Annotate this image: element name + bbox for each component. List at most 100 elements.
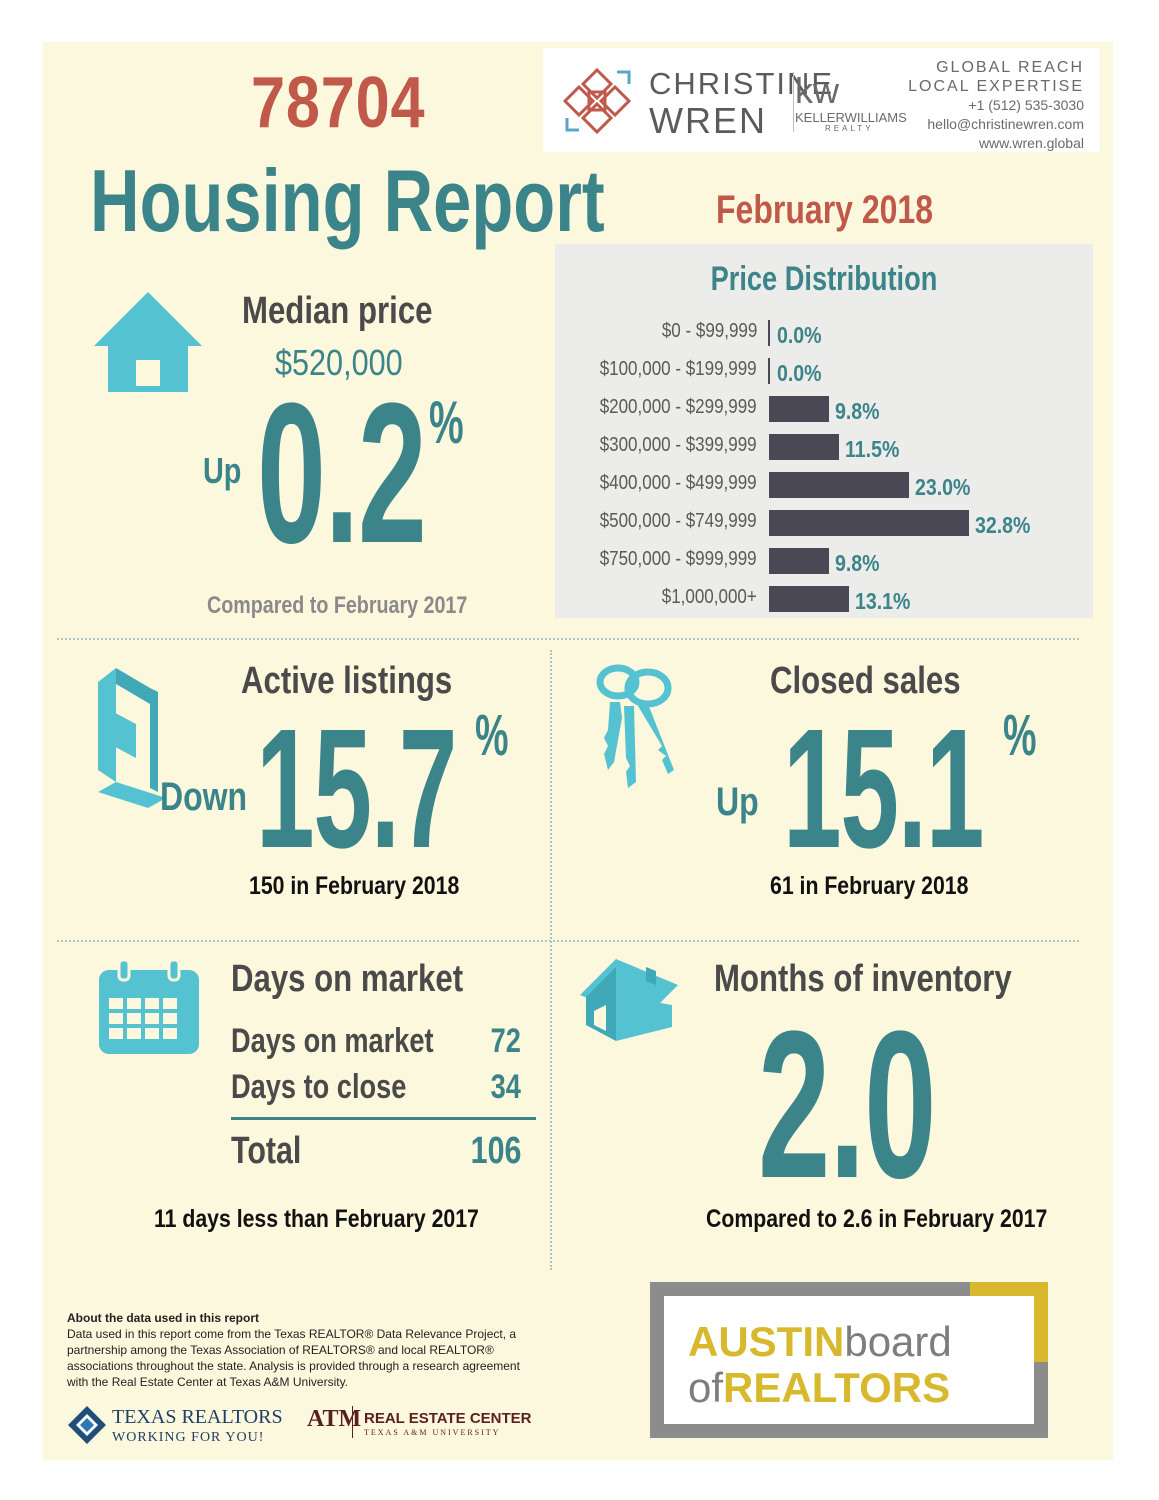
- atm-logo: ATM: [307, 1406, 362, 1432]
- price-bucket-label: $300,000 - $399,999: [600, 434, 757, 456]
- price-bucket-label: $0 - $99,999: [661, 320, 757, 342]
- median-price-value: $520,000: [275, 342, 403, 383]
- dom-row-1-value: 72: [490, 1022, 521, 1060]
- abor-line-1: AUSTINboard: [688, 1320, 952, 1364]
- agent-brand-box: CHRISTINE WREN kw KELLERWILLIAMS REALTY …: [543, 48, 1100, 152]
- kw-logo: kw: [795, 70, 839, 111]
- months-inventory-note: Compared to 2.6 in February 2017: [706, 1205, 1048, 1233]
- abor-realtors: REALTORS: [723, 1364, 951, 1411]
- brokerage-sub: REALTY: [825, 124, 874, 133]
- dom-row-2-label: Days to close: [231, 1068, 407, 1106]
- agent-contact: GLOBAL REACH LOCAL EXPERTISE +1 (512) 53…: [908, 58, 1084, 153]
- active-listings-note: 150 in February 2018: [249, 872, 460, 900]
- brand-divider: [793, 72, 794, 132]
- closed-sales-pct-sign: %: [1003, 703, 1037, 768]
- days-on-market-note: 11 days less than February 2017: [154, 1205, 479, 1233]
- price-distribution-title: Price Distribution: [710, 260, 938, 298]
- price-bucket-row: $200,000 - $299,999 9.8%: [555, 394, 1093, 424]
- about-body: Data used in this report come from the T…: [67, 1327, 520, 1389]
- divider-vertical: [550, 650, 552, 1270]
- dom-row-2-value: 34: [490, 1068, 521, 1106]
- days-on-market-title: Days on market: [231, 958, 464, 1000]
- price-bucket-zero-mark: [768, 358, 770, 384]
- christine-wren-logo: [562, 67, 632, 135]
- active-listings-title: Active listings: [241, 660, 453, 702]
- price-bucket-row: $750,000 - $999,999 9.8%: [555, 546, 1093, 576]
- abor-line-2: ofREALTORS: [688, 1366, 950, 1410]
- price-bucket-value: 32.8%: [975, 512, 1031, 538]
- texas-realtors-sub: WORKING FOR YOU!: [112, 1430, 265, 1445]
- dom-total-rule: [231, 1117, 536, 1120]
- price-bucket-label: $400,000 - $499,999: [600, 472, 757, 494]
- price-bucket-value: 0.0%: [777, 360, 822, 386]
- price-bucket-row: $400,000 - $499,999 23.0%: [555, 470, 1093, 500]
- price-bucket-bar: [769, 396, 829, 422]
- price-bucket-bar: [769, 548, 829, 574]
- price-bucket-row: $100,000 - $199,999 0.0%: [555, 356, 1093, 386]
- median-change: 0.2: [257, 362, 427, 585]
- price-bucket-value: 23.0%: [915, 474, 971, 500]
- median-pct-sign: %: [429, 389, 464, 456]
- price-bucket-bar: [769, 510, 969, 536]
- rec-divider: [352, 1406, 353, 1438]
- price-bucket-value: 9.8%: [835, 398, 880, 424]
- tagline-2: LOCAL EXPERTISE: [908, 78, 1084, 95]
- active-listings-pct-sign: %: [475, 703, 509, 768]
- agent-website[interactable]: www.wren.global: [978, 135, 1084, 151]
- house-icon: [94, 292, 202, 392]
- brokerage-name: KELLERWILLIAMS: [795, 110, 907, 125]
- price-bucket-row: $300,000 - $399,999 11.5%: [555, 432, 1093, 462]
- texas-realtors-logo: [68, 1406, 106, 1444]
- price-bucket-row: $0 - $99,999 0.0%: [555, 318, 1093, 348]
- active-listings-change: 15.7: [256, 694, 457, 884]
- keys-icon: [596, 664, 674, 788]
- dom-row-1: Days on market 72: [231, 1022, 521, 1062]
- abor-austin: AUSTIN: [688, 1318, 845, 1365]
- closed-sales-title: Closed sales: [770, 660, 961, 702]
- sign-post-icon: [98, 668, 166, 808]
- median-compare: Compared to February 2017: [207, 592, 468, 619]
- dom-total-value: 106: [470, 1130, 521, 1172]
- real-estate-center-sub: TEXAS A&M UNIVERSITY: [364, 1428, 501, 1437]
- months-inventory-title: Months of inventory: [714, 958, 1012, 1000]
- price-bucket-value: 11.5%: [845, 436, 900, 462]
- price-bucket-bar: [769, 472, 909, 498]
- median-price-title: Median price: [242, 290, 433, 332]
- tagline-1: GLOBAL REACH: [936, 59, 1084, 76]
- price-bucket-label: $750,000 - $999,999: [600, 548, 757, 570]
- price-bucket-label: $100,000 - $199,999: [600, 358, 757, 380]
- report-title: Housing Report: [90, 151, 605, 250]
- austin-board-of-realtors-logo: AUSTINboard ofREALTORS: [650, 1282, 1048, 1438]
- about-section: About the data used in this report Data …: [67, 1310, 537, 1390]
- price-distribution-panel: Price Distribution $0 - $99,999 0.0% $100,…: [555, 244, 1093, 618]
- zip-code: 78704: [251, 63, 426, 143]
- abor-board: board: [844, 1318, 952, 1365]
- closed-sales-direction: Up: [716, 780, 759, 824]
- dom-total-row: Total 106: [231, 1130, 521, 1174]
- dom-total-label: Total: [231, 1130, 302, 1172]
- agent-last-name: WREN: [649, 100, 767, 141]
- price-bucket-bar: [769, 586, 849, 612]
- divider-1: [57, 638, 1079, 640]
- divider-2: [57, 940, 1079, 942]
- agent-phone[interactable]: +1 (512) 535-3030: [968, 97, 1084, 113]
- report-date: February 2018: [716, 188, 934, 232]
- price-bucket-row: $1,000,000+ 13.1%: [555, 584, 1093, 614]
- price-bucket-bar: [769, 434, 839, 460]
- price-bucket-label: $1,000,000+: [661, 586, 757, 608]
- about-heading: About the data used in this report: [67, 1311, 260, 1325]
- home-3d-icon: [580, 959, 678, 1041]
- real-estate-center-name: REAL ESTATE CENTER: [364, 1410, 532, 1427]
- median-direction: Up: [203, 450, 242, 491]
- active-listings-direction: Down: [160, 775, 248, 819]
- price-bucket-zero-mark: [768, 320, 770, 346]
- closed-sales-change: 15.1: [783, 694, 984, 884]
- dom-row-1-label: Days on market: [231, 1022, 434, 1060]
- price-bucket-label: $500,000 - $749,999: [600, 510, 757, 532]
- price-bucket-value: 0.0%: [777, 322, 822, 348]
- price-bucket-label: $200,000 - $299,999: [600, 396, 757, 418]
- calendar-icon: [99, 958, 199, 1054]
- price-bucket-value: 13.1%: [855, 588, 911, 614]
- closed-sales-note: 61 in February 2018: [770, 872, 969, 900]
- agent-email[interactable]: hello@christinewren.com: [927, 116, 1084, 132]
